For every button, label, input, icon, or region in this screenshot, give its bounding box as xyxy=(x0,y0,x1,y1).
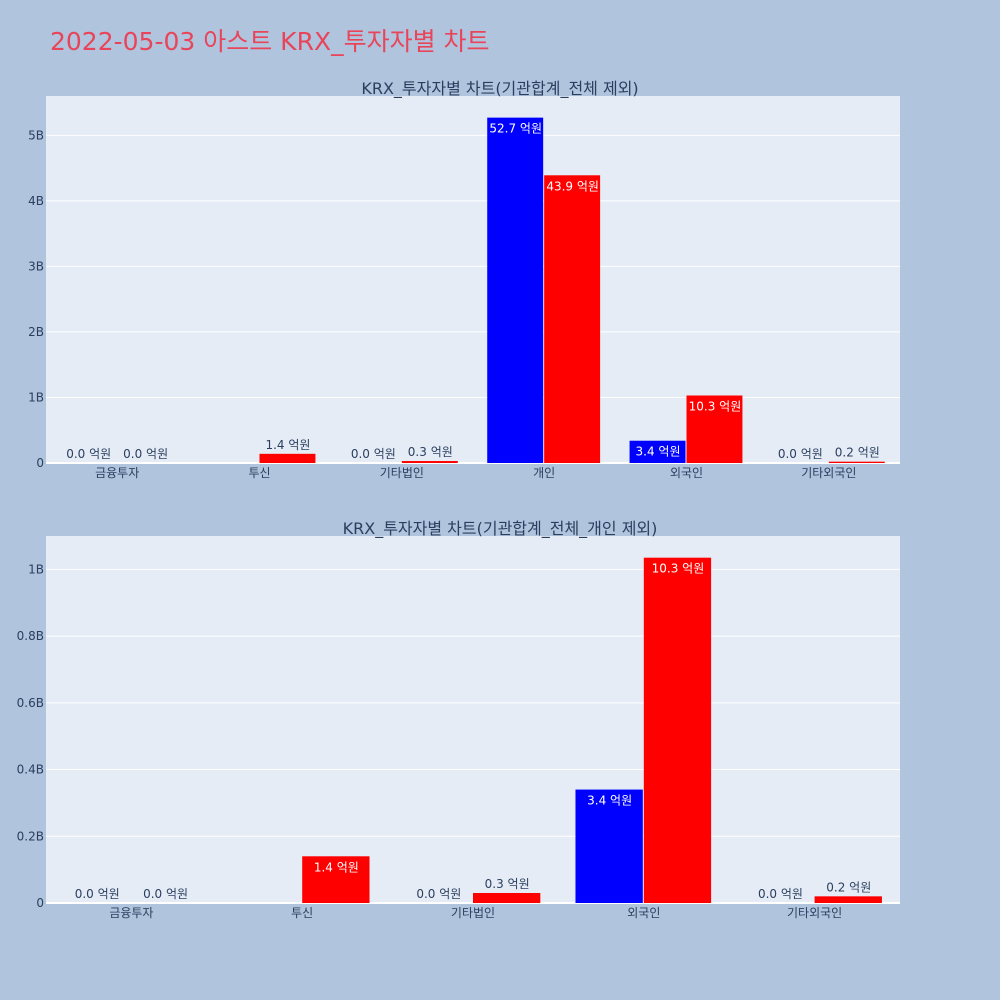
y-tick-label: 0 xyxy=(36,896,44,910)
x-tick-label: 개인 xyxy=(533,466,555,480)
y-tick-label: 4B xyxy=(28,194,44,208)
bar-blue xyxy=(487,117,544,464)
bar-value-label: 0.0 억원 xyxy=(778,447,823,461)
y-tick-label: 5B xyxy=(28,128,44,142)
y-tick-label: 0.4B xyxy=(17,763,44,777)
y-tick-label: 1B xyxy=(28,390,44,404)
bar-red xyxy=(259,453,316,463)
bar-red xyxy=(401,461,458,463)
bar-value-label: 43.9 억원 xyxy=(546,179,599,193)
bar-value-label: 52.7 억원 xyxy=(489,122,542,136)
bar-value-label: 1.4 억원 xyxy=(314,860,359,874)
bar-value-label: 0.0 억원 xyxy=(143,887,188,901)
y-tick-label: 1B xyxy=(28,562,44,576)
plot-area-0 xyxy=(46,96,900,463)
bar-red xyxy=(814,896,882,903)
bar-value-label: 10.3 억원 xyxy=(652,562,705,576)
plot-area-1 xyxy=(46,536,900,903)
bar-red xyxy=(643,557,712,903)
bar-value-label: 0.0 억원 xyxy=(75,887,120,901)
x-tick-label: 금융투자 xyxy=(109,906,153,920)
y-tick-label: 0.6B xyxy=(17,696,44,710)
bar-red xyxy=(686,395,743,463)
bar-blue xyxy=(629,440,686,463)
bar-value-label: 0.2 억원 xyxy=(835,446,880,460)
chart-title-1: KRX_투자자별 차트(기관합계_전체_개인 제외) xyxy=(343,519,658,539)
bar-value-label: 1.4 억원 xyxy=(265,438,310,452)
bar-value-label: 0.3 억원 xyxy=(485,877,530,891)
x-tick-label: 기타법인 xyxy=(451,906,495,920)
x-tick-label: 기타법인 xyxy=(380,466,424,480)
bar-value-label: 0.0 억원 xyxy=(351,447,396,461)
bar-value-label: 10.3 억원 xyxy=(689,399,742,413)
y-tick-label: 2B xyxy=(28,325,44,339)
y-tick-label: 0.8B xyxy=(17,629,44,643)
bar-value-label: 0.0 억원 xyxy=(123,447,168,461)
bar-red xyxy=(544,175,601,463)
bar-value-label: 0.0 억원 xyxy=(758,887,803,901)
x-tick-label: 기타외국인 xyxy=(787,906,842,920)
chart-title-0: KRX_투자자별 차트(기관합계_전체 제외) xyxy=(361,79,638,99)
bar-red xyxy=(473,892,541,903)
y-tick-label: 0.2B xyxy=(17,829,44,843)
bar-value-label: 3.4 억원 xyxy=(587,794,632,808)
x-tick-label: 외국인 xyxy=(627,906,660,920)
y-tick-label: 3B xyxy=(28,259,44,273)
x-tick-label: 외국인 xyxy=(670,466,703,480)
bar-value-label: 0.3 억원 xyxy=(408,445,453,459)
y-tick-label: 0 xyxy=(36,456,44,470)
bar-red xyxy=(828,461,885,463)
x-tick-label: 금융투자 xyxy=(95,466,139,480)
bar-value-label: 0.2 억원 xyxy=(826,880,871,894)
x-tick-label: 투신 xyxy=(291,906,313,920)
x-tick-label: 기타외국인 xyxy=(801,466,856,480)
x-tick-label: 투신 xyxy=(248,466,270,480)
bar-value-label: 0.0 억원 xyxy=(416,887,461,901)
bar-red xyxy=(302,856,370,903)
page-title: 2022-05-03 아스트 KRX_투자자별 차트 xyxy=(50,27,490,56)
bar-blue xyxy=(575,789,643,903)
bar-value-label: 0.0 억원 xyxy=(66,447,111,461)
bar-value-label: 3.4 억원 xyxy=(636,445,681,459)
